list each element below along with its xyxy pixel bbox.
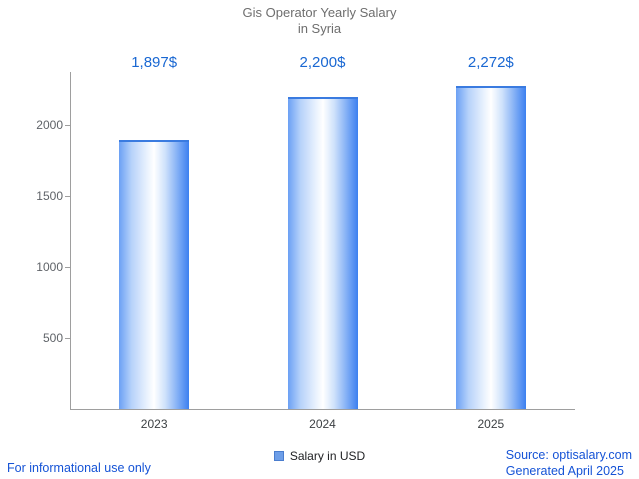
y-tick-label: 2000 — [36, 117, 63, 132]
y-tick-mark — [65, 337, 70, 339]
chart-title-line1: Gis Operator Yearly Salary — [242, 5, 397, 20]
x-axis-category-label: 2023 — [140, 417, 168, 431]
bar-value-label: 2,272$ — [467, 54, 514, 71]
chart-title: Gis Operator Yearly Salary in Syria — [0, 5, 639, 37]
bar-2025 — [455, 86, 526, 409]
generated-date: Generated April 2025 — [505, 464, 624, 478]
disclaimer-text: For informational use only — [7, 461, 151, 475]
bar-2023 — [119, 139, 190, 409]
y-tick-mark — [65, 266, 70, 268]
y-tick-mark — [65, 124, 70, 126]
x-axis-category-label: 2025 — [477, 417, 505, 431]
source-link[interactable]: Source: optisalary.com — [505, 448, 632, 462]
y-tick-mark — [65, 195, 70, 197]
chart-title-line2: in Syria — [297, 21, 342, 36]
y-tick-label: 500 — [42, 330, 63, 345]
legend-swatch-icon — [273, 451, 284, 461]
bar-2024 — [287, 96, 358, 409]
y-axis-line — [70, 72, 71, 409]
x-axis-line — [70, 409, 575, 410]
bar-value-label: 1,897$ — [131, 54, 178, 71]
source-block: Source: optisalary.com Generated April 2… — [506, 447, 632, 479]
bar-value-label: 2,200$ — [299, 54, 346, 71]
chart-legend: Salary in USD — [0, 449, 639, 463]
x-axis-category-label: 2024 — [309, 417, 336, 431]
y-tick-label: 1500 — [36, 188, 63, 203]
y-tick-label: 1000 — [36, 259, 63, 274]
legend-label: Salary in USD — [289, 449, 366, 463]
